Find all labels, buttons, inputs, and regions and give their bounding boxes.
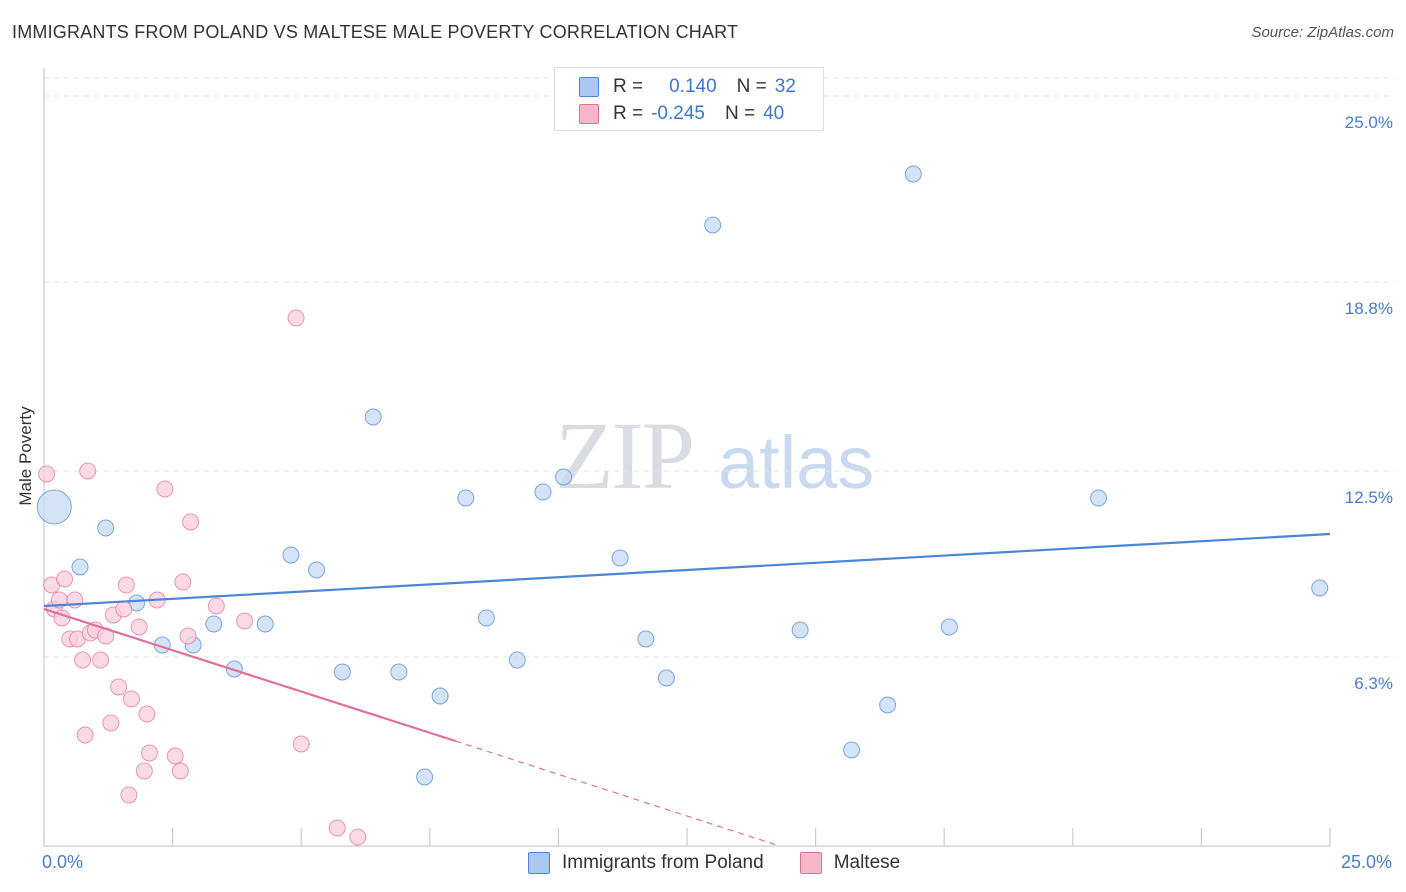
legend-label-maltese: Maltese [833,852,901,873]
maltese-point [179,627,197,645]
maltese-point [138,705,156,723]
legend-r-label: R = [613,103,644,124]
poland-point [791,621,809,639]
maltese-trend-extension [455,740,780,847]
chart-title: IMMIGRANTS FROM POLAND VS MALTESE MALE P… [12,22,739,42]
poland-point [390,663,408,681]
poland-point [282,546,300,564]
maltese-point [122,690,140,708]
maltese-point [117,576,135,594]
maltese-point [115,600,133,618]
maltese-point [38,465,56,483]
maltese-point [166,747,184,765]
legend-swatch-poland [528,852,550,874]
poland-point [364,408,382,426]
maltese-point [79,462,97,480]
maltese-point [174,573,192,591]
maltese-point [120,786,138,804]
legend-swatch-maltese [799,852,822,874]
watermark-zip: ZIP [555,402,695,509]
poland-point [940,618,958,636]
maltese-point [171,762,189,780]
y-tick-label: 18.8% [1345,299,1393,318]
poland-point [205,615,223,633]
maltese-point [236,612,254,630]
legend-r-label: R = [613,76,644,97]
series-legend: Immigrants from Poland Maltese [528,852,936,874]
poland-point [256,615,274,633]
legend-n-label: N = [736,76,767,97]
x-tick-right: 25.0% [1340,852,1392,872]
poland-point [97,519,115,537]
maltese-point [130,618,148,636]
poland-point [1311,579,1329,597]
poland-point [333,663,351,681]
maltese-point [92,651,110,669]
poland-point [704,216,722,234]
legend-swatch-maltese [579,104,599,124]
y-tick-label: 12.5% [1345,488,1393,507]
maltese-point [102,714,120,732]
poland-point [611,549,629,567]
x-tick-left: 0.0% [42,852,84,872]
poland-point [431,687,449,705]
maltese-point [349,828,367,846]
poland-trend-line [43,532,1331,608]
maltese-point [140,744,158,762]
watermark-atlas: atlas [718,421,875,504]
maltese-point [135,762,153,780]
maltese-point [110,678,128,696]
maltese-point [292,735,310,753]
legend-row-maltese: R = -0.245 N = 40 [579,103,784,125]
legend-n-value: 32 [774,76,796,97]
legend-swatch-poland [579,77,599,97]
maltese-point [328,819,346,837]
maltese-point [287,309,305,327]
poland-point [477,609,495,627]
maltese-point [182,513,200,531]
legend-r-value: -0.245 [651,103,705,124]
poland-point [71,558,89,576]
poland-point [508,651,526,669]
poland-point [416,768,434,786]
poland-point [555,468,573,486]
maltese-point [156,480,174,498]
poland-point [457,489,475,507]
legend-item-maltese: Maltese [799,852,901,874]
source-label: Source: ZipAtlas.com [1251,24,1394,41]
poland-point [843,741,861,759]
y-tick-label: 6.3% [1354,674,1393,693]
poland-point [534,483,552,501]
y-tick-label: 25.0% [1345,113,1393,132]
poland-point [879,696,897,714]
maltese-point [74,651,92,669]
maltese-point [56,570,74,588]
maltese-point [207,597,225,615]
poland-point [36,489,72,525]
legend-row-poland: R = 0.140 N = 32 [579,76,796,98]
legend-label-poland: Immigrants from Poland [562,852,764,873]
maltese-point [76,726,94,744]
legend-r-value: 0.140 [669,76,717,97]
correlation-legend: R = 0.140 N = 32 R = -0.245 N = 40 [554,67,824,131]
legend-n-value: 40 [763,103,785,124]
poland-point [637,630,655,648]
legend-item-poland: Immigrants from Poland [528,852,764,874]
poland-point [904,165,922,183]
maltese-trend-line [43,607,456,743]
legend-n-label: N = [724,103,756,124]
poland-point [308,561,326,579]
poland-point [657,669,675,687]
poland-point [1090,489,1108,507]
